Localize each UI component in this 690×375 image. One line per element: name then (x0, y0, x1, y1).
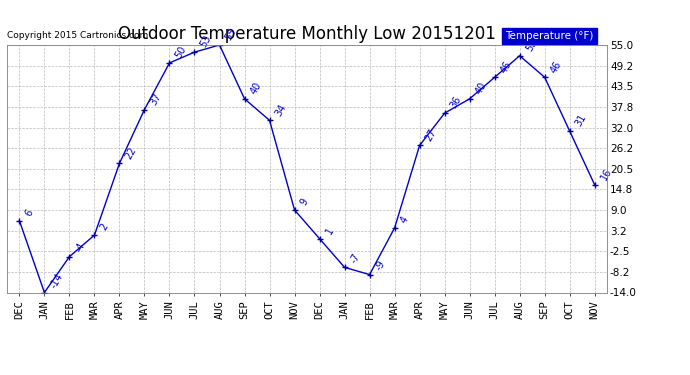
Text: 55: 55 (224, 26, 239, 42)
Text: 36: 36 (448, 95, 464, 110)
Text: Copyright 2015 Cartronics.com: Copyright 2015 Cartronics.com (7, 31, 148, 40)
Text: 9: 9 (299, 197, 310, 207)
Text: -4: -4 (74, 240, 87, 254)
Text: 16: 16 (599, 166, 613, 182)
Text: 6: 6 (23, 208, 35, 218)
Text: 1: 1 (324, 226, 335, 236)
Text: 27: 27 (424, 127, 439, 142)
Text: 46: 46 (499, 59, 513, 75)
Text: 53: 53 (199, 34, 213, 50)
Title: Outdoor Temperature Monthly Low 20151201: Outdoor Temperature Monthly Low 20151201 (118, 26, 496, 44)
Text: -9: -9 (374, 258, 387, 272)
Text: 34: 34 (274, 102, 288, 117)
Text: 22: 22 (124, 145, 139, 160)
Text: 50: 50 (174, 45, 188, 60)
Text: 40: 40 (474, 80, 489, 96)
Text: 31: 31 (574, 113, 589, 128)
Text: 4: 4 (399, 215, 411, 225)
Text: 37: 37 (148, 91, 164, 107)
Text: 40: 40 (248, 80, 264, 96)
Text: 52: 52 (524, 37, 539, 53)
Text: Temperature (°F): Temperature (°F) (505, 31, 593, 41)
Text: 2: 2 (99, 222, 110, 232)
Text: -7: -7 (348, 251, 362, 265)
Text: -14: -14 (48, 271, 65, 290)
Text: 46: 46 (549, 59, 564, 75)
